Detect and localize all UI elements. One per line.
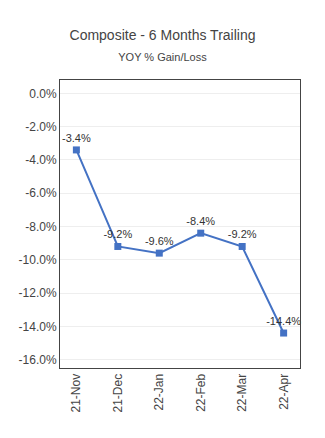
svg-text:-2.0%: -2.0%: [25, 120, 57, 134]
svg-text:-3.4%: -3.4%: [62, 132, 91, 144]
svg-text:22-Jan: 22-Jan: [152, 374, 166, 411]
svg-text:22-Feb: 22-Feb: [194, 373, 208, 411]
svg-text:-9.2%: -9.2%: [228, 228, 257, 240]
svg-text:Composite - 6 Months Trailing: Composite - 6 Months Trailing: [70, 27, 256, 43]
svg-text:-14.0%: -14.0%: [19, 320, 57, 334]
svg-text:-6.0%: -6.0%: [25, 186, 57, 200]
svg-text:22-Mar: 22-Mar: [235, 374, 249, 412]
svg-text:-14.4%: -14.4%: [266, 315, 301, 327]
svg-text:-4.0%: -4.0%: [25, 153, 57, 167]
svg-text:-8.0%: -8.0%: [25, 220, 57, 234]
svg-text:21-Dec: 21-Dec: [111, 374, 125, 413]
svg-text:-9.2%: -9.2%: [103, 228, 132, 240]
svg-text:-12.0%: -12.0%: [19, 286, 57, 300]
svg-text:-16.0%: -16.0%: [19, 353, 57, 367]
svg-text:-9.6%: -9.6%: [145, 235, 174, 247]
svg-text:21-Nov: 21-Nov: [69, 374, 83, 413]
svg-text:-8.4%: -8.4%: [186, 215, 215, 227]
svg-text:YOY % Gain/Loss: YOY % Gain/Loss: [118, 51, 207, 63]
svg-text:0.0%: 0.0%: [29, 87, 57, 101]
svg-text:-10.0%: -10.0%: [19, 253, 57, 267]
svg-text:22-Apr: 22-Apr: [277, 374, 291, 410]
